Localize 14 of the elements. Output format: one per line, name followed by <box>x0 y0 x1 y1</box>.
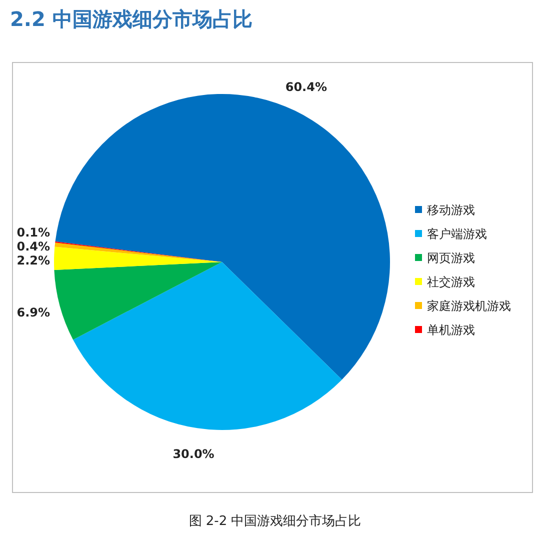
data-label: 0.1% <box>16 225 50 240</box>
legend-label: 网页游戏 <box>427 251 475 265</box>
caption: 图 2-2 中国游戏细分市场占比 <box>188 514 362 529</box>
legend-label: 移动游戏 <box>427 203 475 217</box>
legend-label: 社交游戏 <box>427 275 475 289</box>
data-label: 30.0% <box>172 446 214 461</box>
legend-label: 单机游戏 <box>427 323 475 337</box>
data-label: 6.9% <box>16 306 50 320</box>
legend-label: 家庭游戏机游戏 <box>427 299 511 313</box>
data-label: 60.4% <box>285 80 328 94</box>
data-label: 0.4% <box>16 239 50 254</box>
chart-title: 2.2 中国游戏细分市场占比 <box>10 7 252 31</box>
legend-label: 客户端游戏 <box>427 227 487 241</box>
data-label: 2.2% <box>16 253 50 268</box>
